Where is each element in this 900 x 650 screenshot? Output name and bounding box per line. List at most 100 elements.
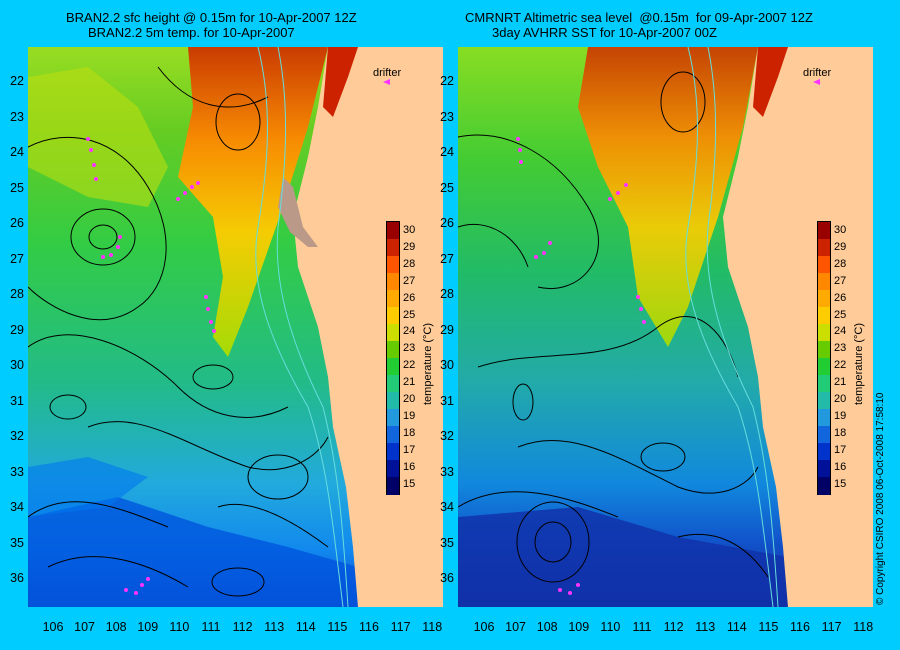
- colorbar-title: temperature (°C): [853, 322, 865, 405]
- lat-label: 36: [10, 571, 24, 585]
- colorbar-swatch: [818, 477, 830, 495]
- lon-label: 109: [137, 620, 159, 634]
- lat-label: 22: [10, 74, 24, 88]
- colorbar-swatch: [818, 460, 830, 478]
- lon-label: 110: [600, 620, 621, 634]
- copyright-text: © Copyright CSIRO 2008 06-Oct-2008 17:58…: [875, 392, 886, 606]
- lat-label: 35: [440, 535, 454, 550]
- colorbar-swatch: [387, 239, 399, 257]
- colorbar-swatch: [387, 324, 399, 342]
- lat-label: 31: [440, 393, 454, 408]
- isobath-lines: [685, 47, 779, 607]
- lon-label: 117: [390, 620, 411, 634]
- colorbar-swatch: [818, 358, 830, 376]
- lon-label: 113: [264, 620, 285, 634]
- colorbar-tick-label: 15: [403, 477, 416, 490]
- drifter-tracks: [86, 79, 390, 595]
- australia-land: [723, 47, 873, 607]
- colorbar-title: temperature (°C): [422, 322, 434, 405]
- lon-label: 107: [74, 620, 96, 634]
- colorbar-swatch: [818, 375, 830, 393]
- colorbar-tick-label: 22: [403, 359, 416, 372]
- colorbar-tick-label: 17: [834, 443, 847, 456]
- colorbar-swatch: [818, 222, 830, 240]
- lon-label: 112: [663, 620, 684, 634]
- lat-label: 24: [10, 145, 24, 159]
- lon-label: 108: [105, 620, 127, 634]
- colorbar-tick-label: 23: [403, 342, 416, 355]
- colorbar-swatch: [818, 409, 830, 427]
- colorbar-tick-label: 27: [403, 274, 416, 287]
- lat-label: 23: [440, 109, 454, 124]
- lat-label: 36: [440, 571, 454, 585]
- colorbar-tick-label: 24: [403, 325, 416, 338]
- colorbar-strip: [386, 221, 400, 495]
- sea-level-contours: [458, 71, 769, 583]
- colorbar-tick-label: 28: [403, 257, 416, 270]
- lon-label: 108: [536, 620, 558, 634]
- lon-label: 116: [359, 620, 379, 634]
- lat-label: 22: [440, 74, 454, 88]
- lat-label: 28: [10, 287, 24, 301]
- left-title-line1: BRAN2.2 sfc height @ 0.15m for 10-Apr-20…: [66, 10, 357, 25]
- lat-label: 34: [440, 500, 454, 514]
- colorbar-swatch: [387, 222, 399, 240]
- colorbar-tick-label: 17: [403, 443, 416, 456]
- lon-label: 106: [473, 620, 495, 634]
- colorbar-tick-label: 15: [834, 477, 847, 490]
- colorbar-swatch: [387, 477, 399, 495]
- warm-current-region: [178, 47, 328, 357]
- colorbar-swatch: [387, 273, 399, 291]
- colorbar-swatch: [818, 392, 830, 410]
- colorbar-swatch: [818, 273, 830, 291]
- lat-label: 23: [10, 109, 24, 124]
- lon-label: 107: [505, 620, 527, 634]
- colorbar-tick-label: 29: [834, 240, 847, 253]
- colorbar-tick-label: 16: [403, 460, 416, 473]
- colorbar-swatch: [818, 256, 830, 274]
- colorbar-swatch: [818, 341, 830, 359]
- right-title-line2: 3day AVHRR SST for 10-Apr-2007 00Z: [492, 25, 717, 40]
- lon-label: 115: [327, 620, 348, 634]
- colorbar-swatch: [387, 443, 399, 461]
- colorbar-swatch: [387, 290, 399, 308]
- lon-label: 117: [821, 620, 842, 634]
- colorbar-tick-label: 30: [834, 224, 847, 236]
- colorbar-tick-label: 22: [834, 359, 847, 372]
- lat-label: 25: [440, 180, 454, 195]
- colorbar-swatch: [387, 426, 399, 444]
- lat-label: 26: [440, 216, 454, 230]
- lat-label: 32: [10, 429, 24, 443]
- lat-label: 30: [10, 358, 24, 372]
- warm-patch: [28, 67, 168, 207]
- colorbar-tick-label: 27: [834, 274, 847, 287]
- colorbar-tick-label: 25: [403, 308, 416, 321]
- colorbar-tick-label: 26: [834, 291, 847, 304]
- cold-region: [458, 507, 788, 607]
- colorbar-swatch: [818, 290, 830, 308]
- lon-label: 116: [790, 620, 810, 634]
- lon-label: 118: [853, 620, 874, 634]
- colorbar-swatch: [387, 409, 399, 427]
- lon-label: 114: [726, 620, 747, 634]
- lat-label: 27: [440, 251, 454, 266]
- colorbar-swatch: [818, 426, 830, 444]
- left-map-svg: [28, 47, 443, 607]
- lon-label: 106: [42, 620, 64, 634]
- shark-bay: [278, 177, 318, 247]
- colorbar-tick-label: 21: [834, 376, 847, 389]
- colorbar-swatch: [818, 239, 830, 257]
- lat-label: 27: [10, 251, 24, 266]
- colorbar-tick-label: 18: [834, 426, 847, 439]
- colorbar-swatch: [387, 375, 399, 393]
- colorbar-swatch: [387, 460, 399, 478]
- colorbar-tick-label: 23: [834, 342, 847, 355]
- colorbar-tick-label: 24: [834, 325, 847, 338]
- lat-label: 28: [440, 287, 454, 301]
- right-map-panel: drifter: [458, 47, 873, 607]
- colorbar-swatch: [818, 307, 830, 325]
- lat-label: 34: [10, 500, 24, 514]
- colorbar-swatch: [387, 307, 399, 325]
- colorbar-tick-label: 28: [834, 257, 847, 270]
- lon-label: 109: [568, 620, 590, 634]
